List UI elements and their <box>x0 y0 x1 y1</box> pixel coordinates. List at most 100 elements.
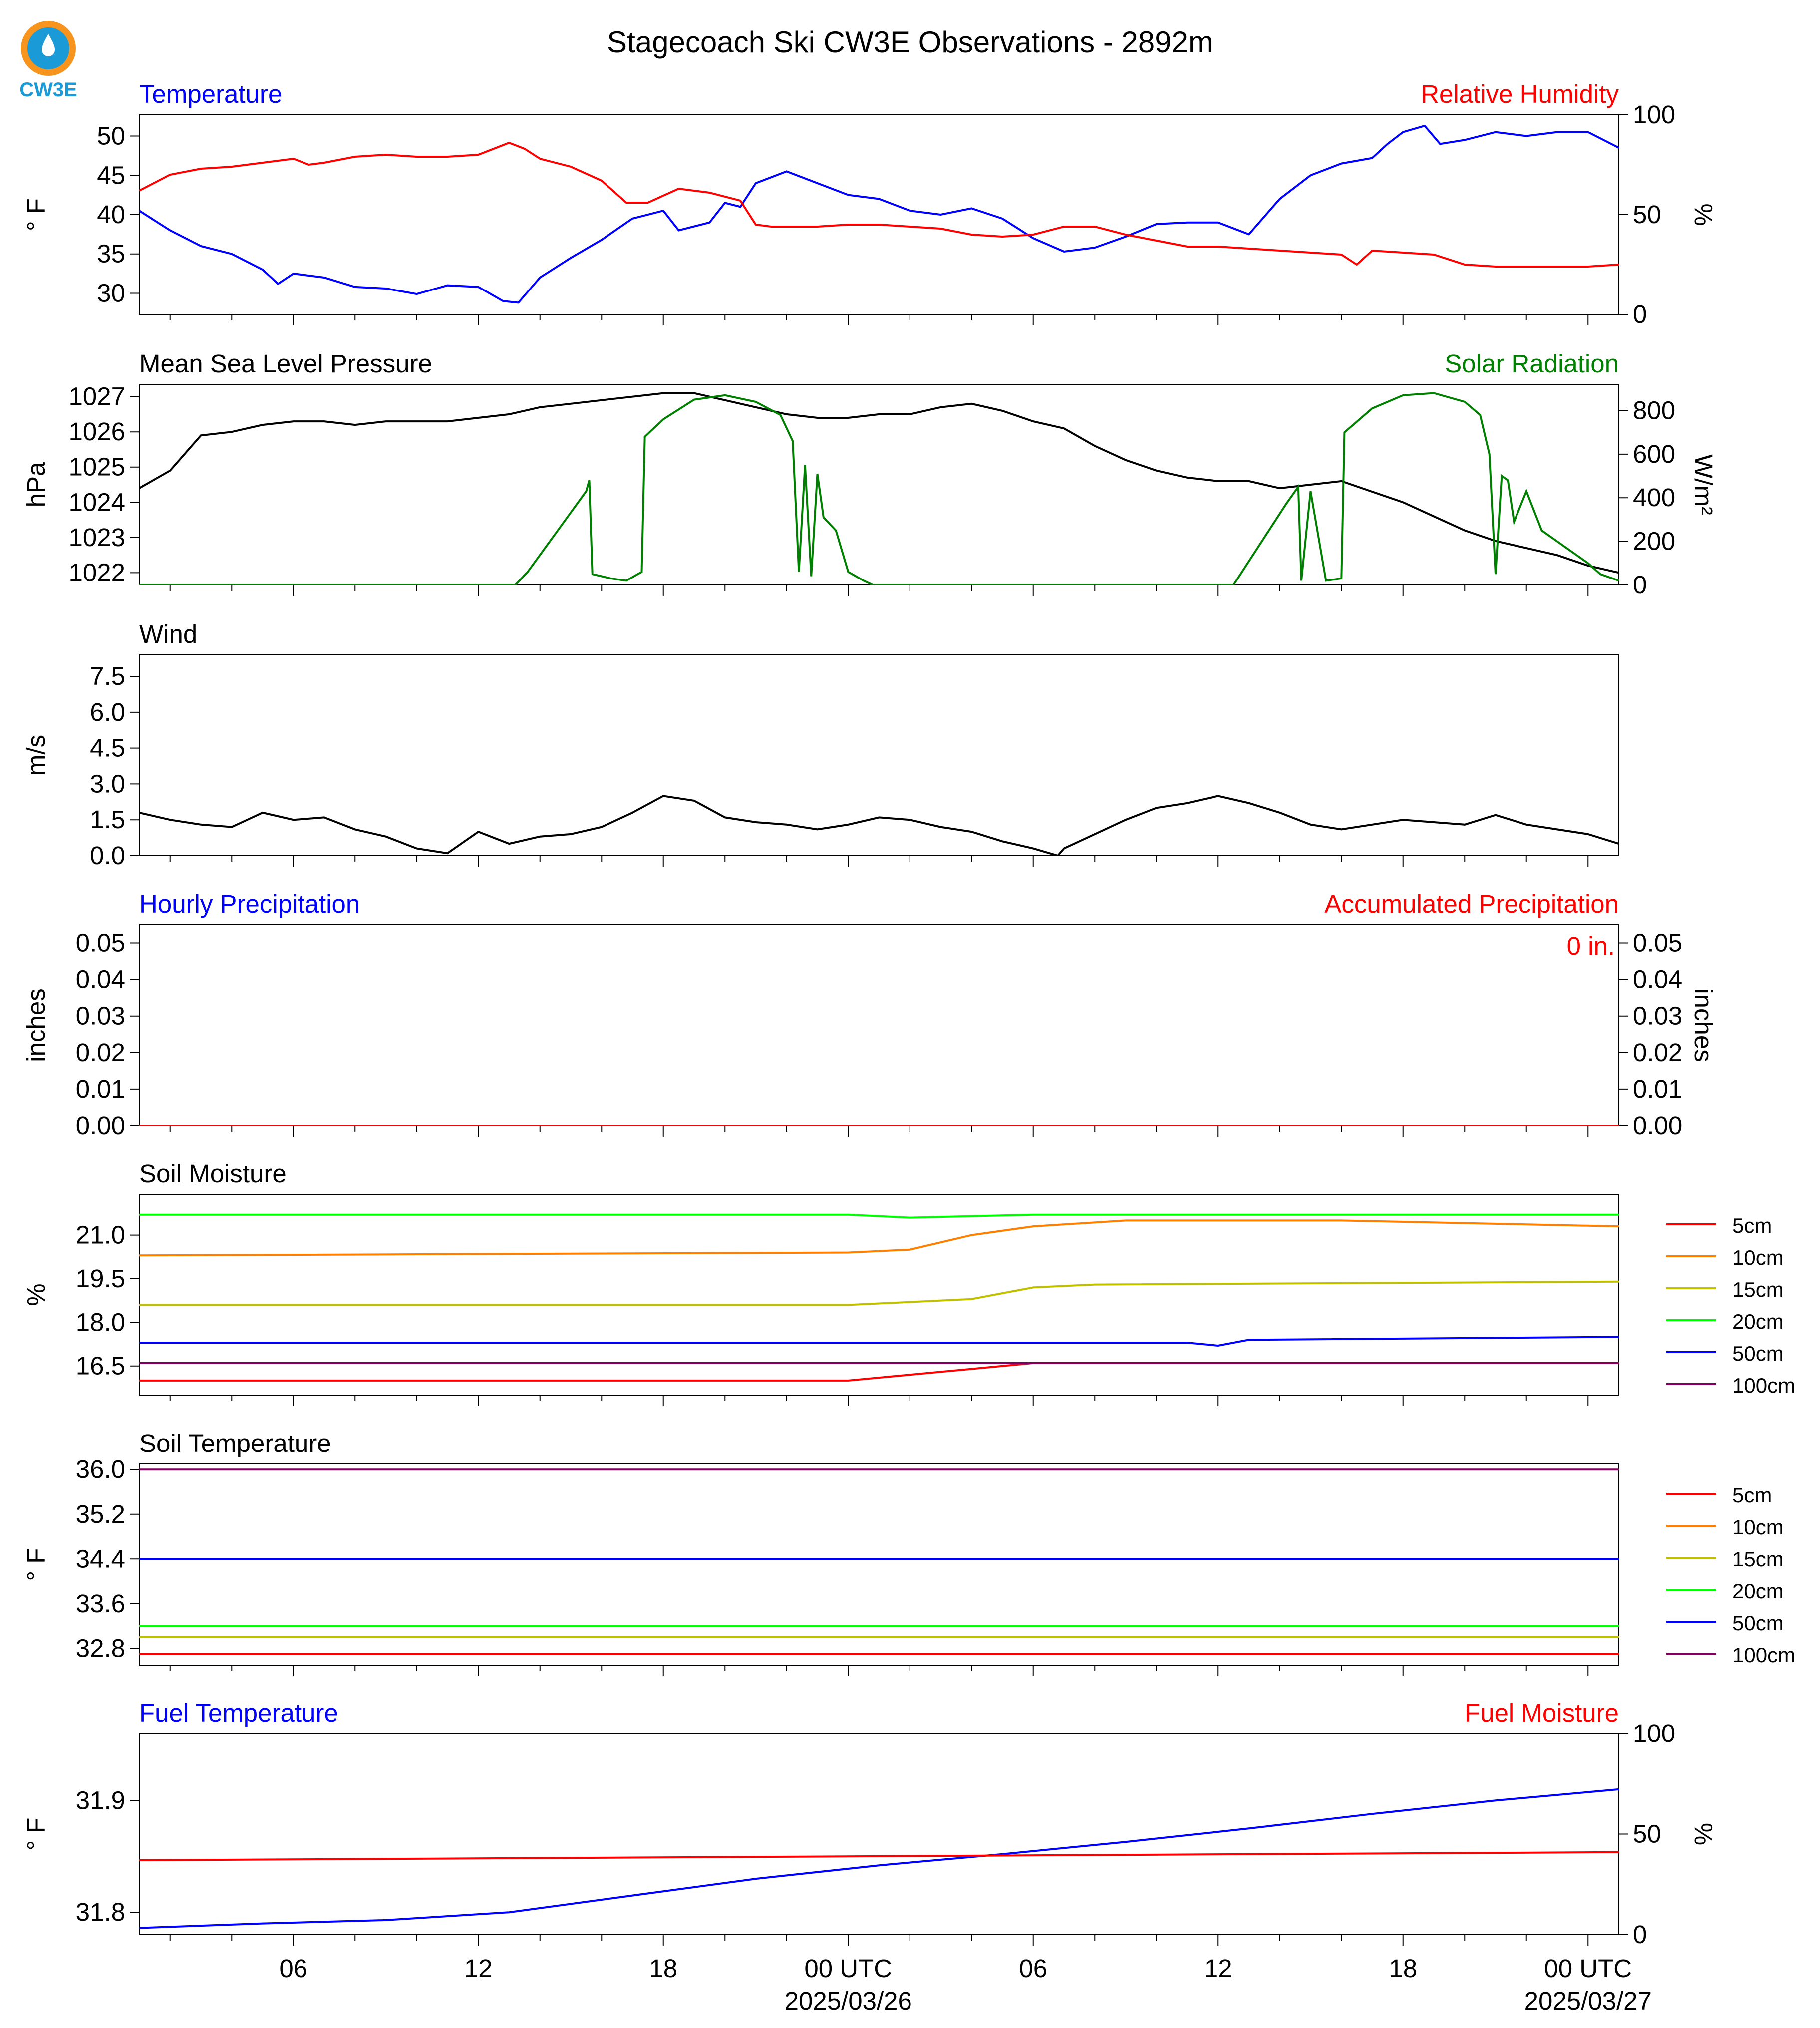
y-tick-label-left: 35 <box>97 240 125 268</box>
panel-title-right: Accumulated Precipitation <box>1324 890 1619 918</box>
legend-label: 5cm <box>1732 1483 1772 1507</box>
y-tick-label-left: 21.0 <box>76 1221 125 1249</box>
y-tick-label-right: 0.02 <box>1633 1038 1682 1067</box>
y-axis-label-right: % <box>1689 203 1718 226</box>
y-tick-label-right: 0 <box>1633 571 1647 599</box>
y-tick-label-right: 0 <box>1633 1920 1647 1949</box>
legend-label: 15cm <box>1732 1278 1784 1301</box>
y-tick-label-left: 1027 <box>69 382 125 411</box>
y-tick-label-right: 0.05 <box>1633 929 1682 957</box>
legend-label: 10cm <box>1732 1515 1784 1539</box>
y-tick-label-left: 45 <box>97 161 125 189</box>
y-tick-label-left: 36.0 <box>76 1455 125 1483</box>
series-line-temperature <box>139 124 1619 304</box>
x-tick-label: 00 UTC <box>1544 1954 1632 1983</box>
panel-temp_rh: Temperature Relative Humidity 30 35 40 45 50 0 5… <box>22 80 1718 328</box>
plot-frame <box>139 1463 1619 1666</box>
series-line-fuel-moisture <box>139 1851 1619 1861</box>
x-tick-label: 18 <box>649 1954 677 1983</box>
y-tick-label-right: 0.01 <box>1633 1075 1682 1103</box>
panel-title-left: Soil Moisture <box>139 1159 287 1188</box>
cw3e-logo-text: CW3E <box>19 79 77 101</box>
y-tick-label-right: 0.03 <box>1633 1002 1682 1030</box>
y-tick-label-left: 34.4 <box>76 1544 125 1573</box>
panel-wind: Wind 0.0 1.5 3.0 4.5 6.0 7.5 m/s <box>22 620 1619 869</box>
y-tick-label-right: 0 <box>1633 300 1647 328</box>
y-tick-label-left: 1026 <box>69 417 125 446</box>
figure-title: Stagecoach Ski CW3E Observations - 2892m <box>607 25 1213 59</box>
legend-label: 20cm <box>1732 1579 1784 1603</box>
panel-title-right: Solar Radiation <box>1445 349 1619 378</box>
y-tick-label-left: 0.02 <box>76 1038 125 1067</box>
y-tick-label-left: 50 <box>97 122 125 150</box>
y-tick-label-left: 1025 <box>69 453 125 481</box>
y-axis-label-right: % <box>1689 1823 1718 1845</box>
series-line-fuel-temperature <box>139 1788 1619 1929</box>
cw3e-logo: CW3E <box>19 21 77 101</box>
y-axis-label-left: ° F <box>22 1548 50 1581</box>
panel-soil_moisture: Soil Moisture 16.5 18.0 19.5 21.0% 5cm 10cm 15c… <box>22 1159 1795 1406</box>
y-tick-label-left: 32.8 <box>76 1634 125 1662</box>
y-tick-label-left: 3.0 <box>90 769 125 798</box>
y-axis-label-left: ° F <box>22 1818 50 1851</box>
y-tick-label-left: 1022 <box>69 558 125 586</box>
y-tick-label-right: 400 <box>1633 483 1675 512</box>
panel-title-left: Hourly Precipitation <box>139 890 360 918</box>
series-line-wind-speed <box>139 795 1619 856</box>
x-tick-label: 18 <box>1389 1954 1417 1983</box>
panel-title-left: Wind <box>139 620 197 648</box>
y-tick-label-left: 33.6 <box>76 1589 125 1618</box>
y-tick-label-left: 30 <box>97 279 125 307</box>
y-tick-label-left: 16.5 <box>76 1352 125 1380</box>
y-tick-label-right: 200 <box>1633 527 1675 556</box>
y-tick-label-left: 4.5 <box>90 734 125 762</box>
legend-label: 5cm <box>1732 1214 1772 1237</box>
x-tick-label: 00 UTC <box>804 1954 892 1983</box>
panels-layer: Temperature Relative Humidity 30 35 40 45 50 0 5… <box>22 80 1795 2015</box>
y-tick-label-left: 0.01 <box>76 1075 125 1103</box>
legend-label: 15cm <box>1732 1547 1784 1571</box>
y-tick-label-right: 0.04 <box>1633 965 1682 994</box>
series-line-50cm <box>139 1336 1619 1347</box>
legend-label: 20cm <box>1732 1310 1784 1333</box>
x-tick-label: 06 <box>279 1954 307 1983</box>
y-tick-label-left: 0.0 <box>90 841 125 869</box>
y-tick-label-right: 50 <box>1633 200 1661 229</box>
y-tick-label-left: 31.9 <box>76 1786 125 1814</box>
series-line-20cm <box>139 1213 1619 1219</box>
y-tick-label-left: 0.00 <box>76 1111 125 1140</box>
legend-label: 50cm <box>1732 1342 1784 1365</box>
y-tick-label-left: 40 <box>97 200 125 229</box>
x-tick-label: 12 <box>464 1954 493 1983</box>
plot-frame <box>139 924 1619 1126</box>
y-tick-label-left: 35.2 <box>76 1500 125 1528</box>
y-axis-label-left: % <box>22 1283 50 1306</box>
panel-title-left: Mean Sea Level Pressure <box>139 349 432 378</box>
legend-label: 50cm <box>1732 1611 1784 1635</box>
plot-frame <box>139 1194 1619 1396</box>
legend-label: 100cm <box>1732 1374 1795 1397</box>
y-axis-label-left: inches <box>22 988 50 1062</box>
panel-title-right: Relative Humidity <box>1421 80 1619 108</box>
y-tick-label-right: 50 <box>1633 1820 1661 1848</box>
legend-label: 10cm <box>1732 1246 1784 1269</box>
y-tick-label-right: 800 <box>1633 396 1675 424</box>
y-tick-label-left: 31.8 <box>76 1898 125 1926</box>
plot-frame <box>139 114 1619 315</box>
plot-frame <box>139 654 1619 856</box>
y-tick-label-left: 0.03 <box>76 1002 125 1030</box>
panel-precip: Hourly Precipitation Accumulated Precipit… <box>22 890 1718 1140</box>
y-tick-label-left: 0.04 <box>76 965 125 994</box>
legend-label: 100cm <box>1732 1643 1795 1667</box>
y-tick-label-left: 7.5 <box>90 662 125 690</box>
panel-title-left: Temperature <box>139 80 282 108</box>
y-axis-label-left: ° F <box>22 198 50 231</box>
precip-total-annotation: 0 in. <box>1567 932 1615 960</box>
panel-title-left: Fuel Temperature <box>139 1699 338 1727</box>
y-tick-label-right: 600 <box>1633 440 1675 468</box>
y-tick-label-left: 6.0 <box>90 698 125 726</box>
series-line-15cm <box>139 1280 1619 1306</box>
panel-pressure_solar: Mean Sea Level Pressure Solar Radiation 10… <box>22 349 1718 599</box>
y-tick-label-left: 1023 <box>69 523 125 552</box>
